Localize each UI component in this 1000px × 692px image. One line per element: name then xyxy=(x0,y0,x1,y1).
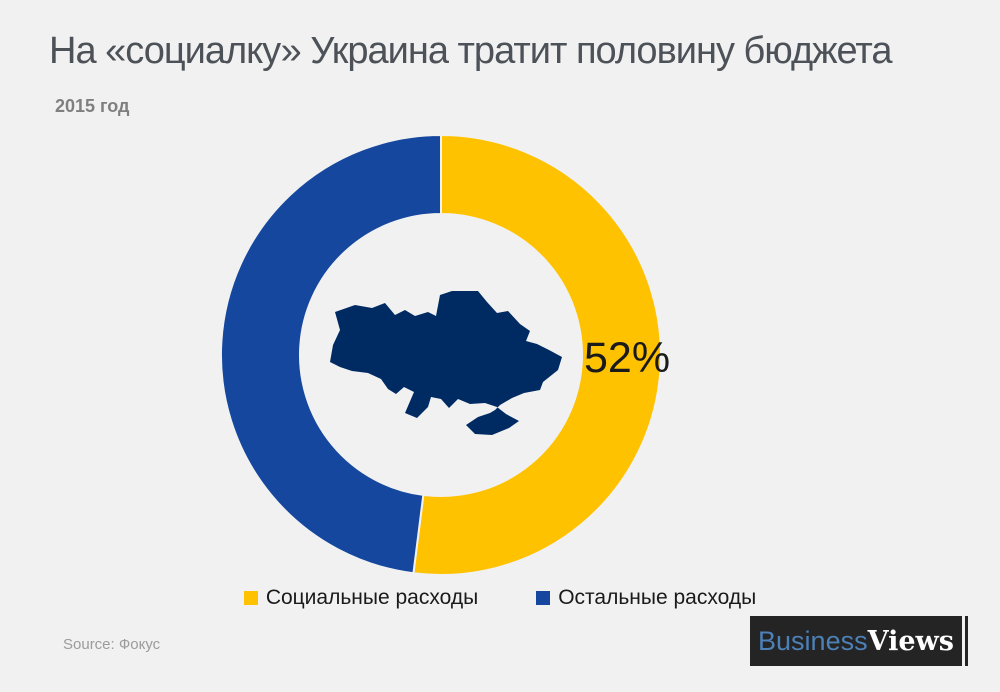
legend-label-social: Социальные расходы xyxy=(265,586,479,609)
donut-segment-other xyxy=(220,134,442,575)
data-label-percent: 52% xyxy=(584,334,671,382)
source-note: Source: Фокус xyxy=(63,636,161,653)
logo-text-business: Business xyxy=(758,625,868,656)
legend-item-social: Социальные расходы xyxy=(243,586,479,610)
legend-swatch-social-icon xyxy=(243,591,258,605)
legend: Социальные расходы Остальные расходы xyxy=(0,586,1000,610)
chart-title: На «социалку» Украина тратит половину бю… xyxy=(49,30,893,72)
businessviews-logo: Business Views xyxy=(750,616,962,666)
chart-subtitle: 2015 год xyxy=(55,96,130,116)
ukraine-map-icon xyxy=(330,291,562,435)
legend-label-other: Остальные расходы xyxy=(558,586,757,609)
legend-swatch-other-icon xyxy=(536,591,551,605)
logo-accent-bar xyxy=(965,616,968,666)
donut-chart xyxy=(220,134,662,576)
ukraine-map-shape xyxy=(330,291,562,435)
donut-segment-social xyxy=(412,134,662,576)
logo-text-views: Views xyxy=(867,625,954,657)
legend-item-other: Остальные расходы xyxy=(536,586,756,610)
